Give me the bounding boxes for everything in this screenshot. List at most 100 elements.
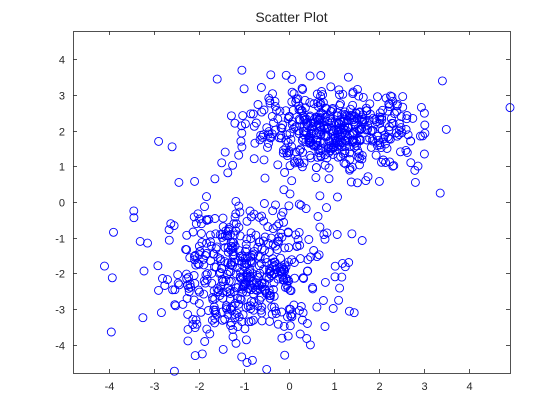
data-point (284, 201, 294, 211)
data-point (340, 262, 350, 272)
data-point (191, 260, 201, 270)
data-point (295, 329, 305, 339)
data-point (316, 71, 326, 80)
data-point (271, 306, 281, 316)
data-point (210, 262, 219, 272)
data-point (294, 129, 304, 139)
data-point (278, 207, 288, 217)
data-point (238, 111, 248, 121)
data-point (231, 196, 241, 206)
data-point (222, 301, 231, 311)
data-point (289, 156, 299, 166)
data-point (210, 318, 220, 328)
data-point (246, 212, 256, 222)
data-point (284, 243, 294, 253)
data-point (352, 178, 362, 188)
data-point (230, 212, 240, 222)
data-point (297, 162, 307, 172)
data-point (214, 268, 224, 278)
data-point (441, 124, 451, 134)
data-point (202, 192, 211, 202)
x-tick-label: -4 (105, 381, 115, 393)
data-point (285, 321, 295, 331)
data-point (294, 199, 304, 209)
y-tick-label: 3 (59, 91, 65, 103)
data-point (403, 130, 413, 140)
data-point (371, 150, 381, 160)
data-point (190, 176, 200, 186)
data-point (277, 333, 287, 343)
data-point (234, 150, 244, 160)
data-point (228, 247, 238, 257)
data-point (362, 135, 372, 145)
data-point (274, 133, 284, 143)
data-point (153, 261, 163, 271)
data-point (293, 235, 303, 245)
data-point (322, 203, 331, 213)
data-point (328, 105, 338, 115)
data-point (249, 121, 259, 131)
data-point (282, 280, 292, 290)
data-point (363, 125, 373, 134)
data-point (253, 301, 263, 311)
data-point (212, 74, 222, 84)
data-point (241, 302, 251, 312)
data-point (333, 127, 343, 137)
data-point (305, 136, 315, 146)
data-point (164, 225, 174, 235)
data-point (287, 120, 297, 129)
data-point (289, 258, 299, 267)
data-point (320, 322, 330, 331)
data-point (293, 94, 303, 104)
data-point (237, 352, 247, 362)
data-point (129, 213, 139, 223)
data-point (420, 120, 430, 130)
data-point (231, 269, 241, 279)
data-point (242, 272, 252, 282)
data-point (182, 274, 192, 284)
data-point (262, 288, 271, 298)
data-point (194, 250, 204, 260)
data-point (305, 71, 315, 81)
data-point (280, 168, 290, 177)
data-point (205, 329, 215, 339)
data-point (302, 266, 312, 276)
data-point (328, 304, 338, 313)
data-point (183, 324, 193, 334)
data-point (195, 287, 204, 297)
data-point (185, 253, 195, 263)
data-point (330, 261, 340, 271)
data-point (277, 307, 287, 317)
data-point (190, 351, 200, 361)
data-point (203, 306, 213, 315)
data-point (255, 135, 265, 145)
data-point (228, 160, 238, 170)
data-point (174, 177, 184, 187)
data-point (266, 70, 276, 80)
data-point (218, 213, 228, 223)
data-point (234, 222, 244, 232)
data-point (189, 252, 199, 261)
data-point (375, 112, 385, 122)
data-point (228, 332, 238, 342)
data-point (390, 109, 399, 119)
data-point (298, 273, 308, 283)
data-point (322, 123, 332, 132)
data-point (235, 294, 245, 304)
data-point (183, 309, 193, 319)
y-tick-label: 1 (59, 162, 65, 174)
data-point (300, 95, 310, 105)
data-point (393, 99, 402, 109)
data-point (381, 158, 390, 167)
data-point (313, 212, 323, 221)
data-point (323, 144, 333, 153)
data-point (279, 321, 289, 331)
data-point (278, 148, 288, 158)
data-point (240, 278, 249, 288)
data-point (435, 188, 445, 198)
data-point (236, 295, 246, 305)
data-point (336, 152, 346, 162)
data-point (230, 310, 240, 319)
data-point (184, 272, 193, 282)
data-point (246, 228, 256, 238)
